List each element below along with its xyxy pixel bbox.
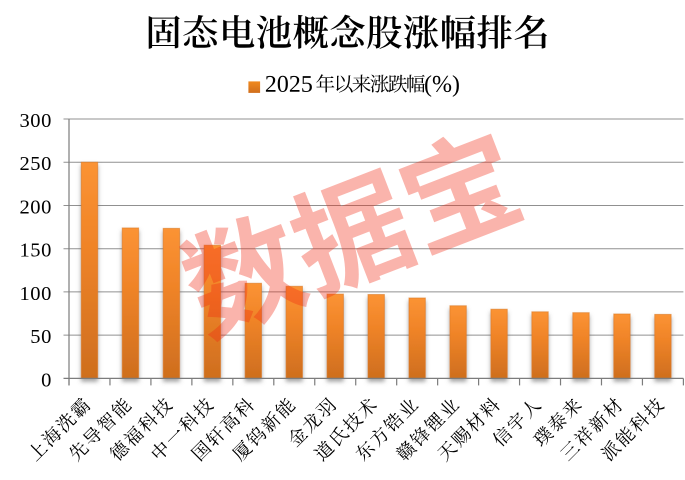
svg-text:250: 250 (19, 153, 52, 175)
svg-text:0: 0 (41, 369, 52, 391)
svg-text:200: 200 (19, 196, 52, 218)
svg-text:50: 50 (30, 326, 52, 348)
svg-text:100: 100 (19, 283, 52, 305)
svg-text:150: 150 (19, 240, 52, 262)
svg-text:300: 300 (19, 110, 52, 132)
